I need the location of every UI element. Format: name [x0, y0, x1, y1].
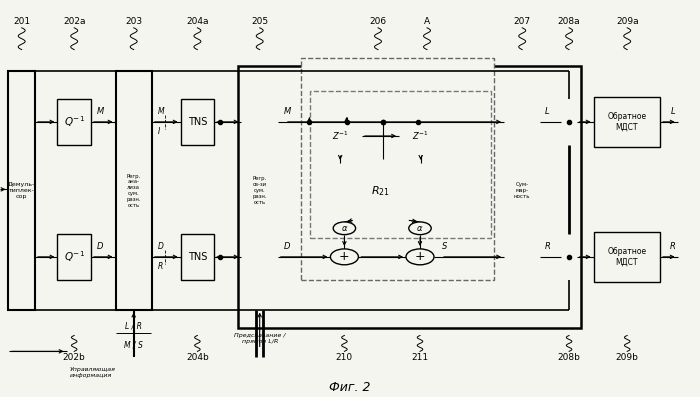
Text: 205: 205: [251, 17, 268, 26]
FancyBboxPatch shape: [318, 117, 362, 155]
FancyBboxPatch shape: [318, 163, 443, 220]
Text: $\alpha$: $\alpha$: [341, 224, 348, 233]
Text: Управляющая
информация: Управляющая информация: [70, 367, 116, 378]
Text: Регр.
ана-
лиза
сум.
разн.
ость: Регр. ана- лиза сум. разн. ость: [127, 173, 141, 208]
Text: 201: 201: [13, 17, 30, 26]
FancyBboxPatch shape: [181, 99, 214, 145]
Text: +: +: [414, 251, 426, 263]
Text: $Z^{-1}$: $Z^{-1}$: [332, 130, 349, 142]
Text: D: D: [158, 243, 163, 251]
Text: TNS: TNS: [188, 117, 207, 127]
Text: Сум-
мар-
ность: Сум- мар- ность: [514, 182, 531, 199]
FancyBboxPatch shape: [561, 99, 577, 145]
Text: Обратное
МДСТ: Обратное МДСТ: [608, 247, 646, 267]
Text: Регр.
св-зи
сум.
разн.
ость: Регр. св-зи сум. разн. ость: [253, 176, 267, 205]
Text: D: D: [97, 243, 103, 251]
Text: R: R: [670, 243, 676, 251]
Text: 208b: 208b: [558, 353, 580, 362]
Text: 204a: 204a: [186, 17, 209, 26]
Text: I: I: [158, 127, 160, 136]
Text: S: S: [442, 243, 448, 251]
FancyBboxPatch shape: [57, 99, 91, 145]
Text: M: M: [284, 108, 290, 116]
FancyBboxPatch shape: [241, 71, 278, 310]
Text: M / S: M / S: [125, 341, 143, 350]
Text: D: D: [284, 243, 290, 251]
FancyBboxPatch shape: [238, 66, 581, 328]
Circle shape: [409, 222, 431, 235]
FancyBboxPatch shape: [594, 97, 660, 147]
FancyBboxPatch shape: [301, 58, 494, 280]
Text: L: L: [545, 108, 550, 116]
FancyBboxPatch shape: [181, 234, 214, 280]
Text: 206: 206: [370, 17, 386, 26]
Text: $Q^{-1}$: $Q^{-1}$: [64, 250, 85, 264]
Text: 203: 203: [125, 17, 142, 26]
Text: 202a: 202a: [63, 17, 85, 26]
FancyBboxPatch shape: [504, 71, 540, 310]
Text: $Q^{-1}$: $Q^{-1}$: [64, 115, 85, 129]
Text: Обратное
МДСТ: Обратное МДСТ: [608, 112, 646, 132]
Text: 209a: 209a: [616, 17, 638, 26]
Text: $Z^{-1}$: $Z^{-1}$: [412, 130, 429, 142]
Text: M: M: [158, 108, 164, 116]
Text: Демуль-
типлек-
сор: Демуль- типлек- сор: [8, 182, 35, 199]
Text: L / R: L / R: [125, 321, 142, 330]
FancyBboxPatch shape: [399, 117, 442, 155]
Text: M: M: [97, 108, 104, 116]
Text: +: +: [339, 251, 350, 263]
FancyBboxPatch shape: [116, 71, 152, 310]
Circle shape: [330, 249, 358, 265]
Circle shape: [333, 222, 356, 235]
Text: A: A: [424, 17, 430, 26]
FancyBboxPatch shape: [561, 234, 577, 280]
Text: R: R: [545, 243, 550, 251]
Text: 211: 211: [412, 353, 428, 362]
FancyBboxPatch shape: [594, 232, 660, 282]
Text: L: L: [671, 108, 675, 116]
Text: $\alpha$: $\alpha$: [416, 224, 424, 233]
Text: 208a: 208a: [558, 17, 580, 26]
Text: 207: 207: [514, 17, 531, 26]
Text: 204b: 204b: [186, 353, 209, 362]
FancyBboxPatch shape: [8, 71, 35, 310]
Circle shape: [406, 249, 434, 265]
Text: $R_{21}$: $R_{21}$: [371, 185, 391, 198]
FancyBboxPatch shape: [310, 91, 491, 238]
Text: 210: 210: [336, 353, 353, 362]
Text: Фиг. 2: Фиг. 2: [329, 381, 371, 393]
Text: 202b: 202b: [63, 353, 85, 362]
Text: 209b: 209b: [616, 353, 638, 362]
FancyBboxPatch shape: [57, 234, 91, 280]
Text: Предсказание /
прямое L/R: Предсказание / прямое L/R: [234, 333, 286, 344]
Text: TNS: TNS: [188, 252, 207, 262]
Text: R: R: [158, 262, 162, 271]
